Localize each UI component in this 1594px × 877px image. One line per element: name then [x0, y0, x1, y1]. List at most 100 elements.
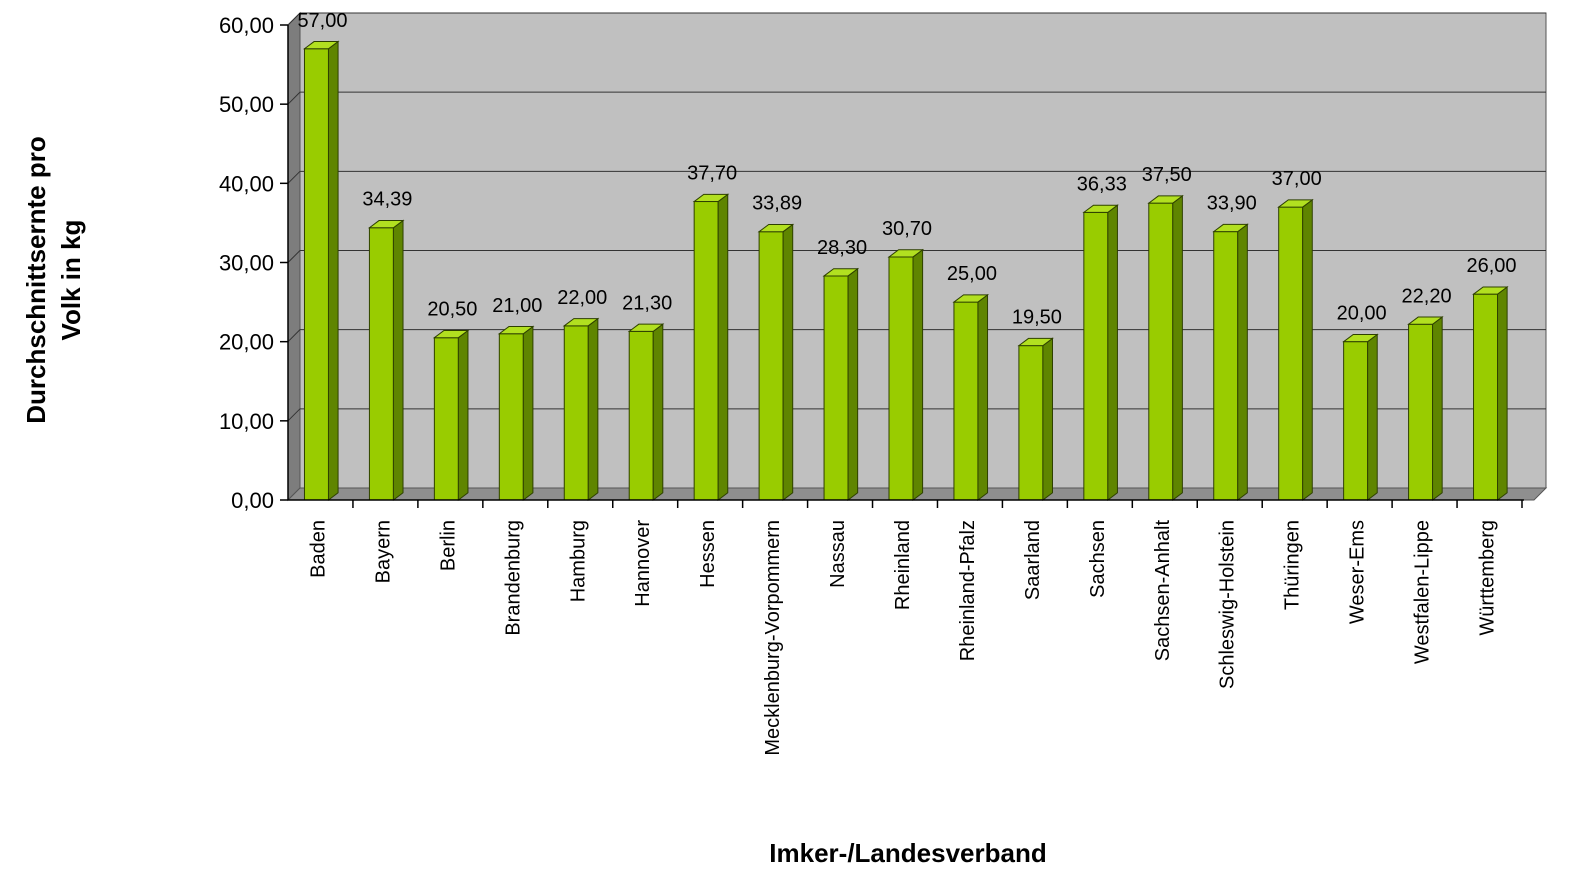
y-tick-label: 20,00 [219, 330, 274, 355]
bar-front [1343, 341, 1369, 501]
data-label: 33,89 [752, 193, 802, 215]
bar-side [912, 248, 924, 502]
gridline [287, 12, 1546, 26]
bars [302, 40, 1509, 502]
bar-side [652, 323, 664, 501]
bar-side [1042, 337, 1053, 502]
bar-top [562, 318, 600, 327]
bar [952, 293, 990, 502]
bar [692, 193, 730, 502]
x-tick-label: Sachsen-Anhalt [1152, 520, 1174, 662]
x-tick-label: Württemberg [1477, 520, 1499, 636]
bar-top [497, 326, 535, 335]
bar [887, 248, 925, 502]
data-label: 20,00 [1337, 303, 1387, 325]
x-tick-label: Nassau [827, 520, 849, 588]
data-label: 37,70 [687, 163, 737, 185]
data-label: 26,00 [1466, 255, 1516, 277]
bar [1147, 194, 1184, 501]
bar-top [627, 323, 665, 332]
bar-side [587, 317, 599, 502]
data-label: 30,70 [882, 218, 932, 240]
y-tick-label: 50,00 [219, 92, 274, 117]
bar [562, 317, 600, 502]
axes [280, 24, 1524, 508]
bar-front [1278, 206, 1304, 501]
bar-front [1083, 211, 1109, 501]
bar-side [522, 325, 534, 502]
bar-side [782, 223, 794, 502]
bar [822, 267, 860, 501]
x-tick-label: Schleswig-Holstein [1217, 520, 1239, 689]
bar [1277, 198, 1314, 502]
bar [1472, 285, 1509, 502]
y-tick-label: 60,00 [219, 13, 274, 38]
x-tick-label: Rheinland [892, 520, 914, 610]
data-label: 21,30 [622, 292, 672, 314]
bar-top [887, 249, 925, 258]
data-label: 37,00 [1272, 168, 1322, 190]
x-tick-label: Berlin [437, 520, 459, 571]
data-label: 22,00 [557, 287, 607, 309]
x-tick-label: Sachsen [1087, 520, 1109, 598]
data-label: 25,00 [947, 263, 997, 285]
data-labels: 57,00 34,39 20,50 21,00 22,00 21,30 37,70 33,89… [297, 10, 1516, 329]
bar-side [327, 40, 339, 502]
bar [1212, 223, 1249, 502]
x-tick-label: Bayern [372, 520, 394, 583]
bar-front [628, 330, 654, 501]
bar-front [953, 301, 979, 501]
x-tick-label: Rheinland-Pfalz [957, 520, 979, 661]
x-tick-label: Brandenburg [502, 520, 524, 636]
bar-front [368, 227, 394, 501]
bar-front [1018, 345, 1044, 501]
y-tick-label: 40,00 [219, 171, 274, 196]
x-tick-label: Westfalen-Lippe [1412, 520, 1434, 664]
bar-front [1473, 293, 1499, 501]
data-label: 20,50 [427, 299, 477, 321]
bar-side [457, 329, 469, 502]
bar-top [1147, 195, 1184, 204]
x-tick-label: Baden [307, 520, 329, 578]
bar-front [303, 48, 329, 501]
data-label: 37,50 [1142, 164, 1192, 186]
data-label: 22,20 [1402, 285, 1452, 307]
bar [627, 323, 665, 501]
y-axis-title-line2: Volk in kg [56, 220, 86, 341]
bar-front [498, 333, 524, 501]
bar [367, 219, 405, 502]
bar-side [717, 193, 729, 502]
bar-top [952, 294, 990, 303]
x-axis-title: Imker-/Landesverband [769, 838, 1046, 868]
data-label: 33,90 [1207, 193, 1257, 215]
x-tick-label: Weser-Ems [1347, 520, 1369, 624]
x-tick-label: Saarland [1022, 520, 1044, 600]
data-label: 57,00 [297, 10, 347, 32]
x-tick-labels: Baden Bayern Berlin Brandenburg Hamburg Hanno… [307, 520, 1498, 756]
bar-side [977, 293, 989, 502]
gridline [287, 250, 1546, 263]
data-label: 34,39 [362, 189, 412, 211]
bar-front [693, 201, 719, 501]
bar-front [758, 231, 784, 501]
bar-front [1213, 231, 1239, 501]
gridline [287, 170, 1546, 184]
bar [432, 329, 470, 502]
data-label: 36,33 [1077, 173, 1127, 195]
bar-side [1172, 194, 1183, 501]
gridlines [287, 12, 1546, 422]
bar-top [1407, 316, 1444, 325]
bar [1017, 337, 1054, 502]
bar-front [888, 256, 914, 501]
x-tick-label: Hannover [632, 520, 654, 607]
y-tick-labels: 0,00 10,00 20,00 30,00 40,00 50,00 60,00 [219, 13, 274, 513]
bar-top [432, 330, 470, 339]
bar-top [822, 268, 860, 277]
bar-side [1367, 333, 1378, 502]
data-label: 21,00 [492, 295, 542, 317]
bar-front [1408, 323, 1434, 501]
gridline [287, 329, 1546, 343]
bar [1407, 316, 1444, 502]
